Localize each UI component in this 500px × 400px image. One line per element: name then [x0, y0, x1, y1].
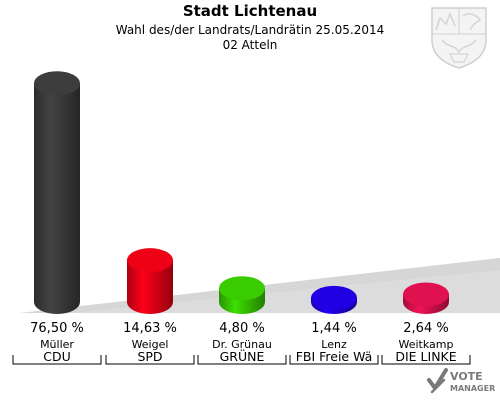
- bar-top: [219, 276, 265, 301]
- label-bracket: [105, 355, 195, 365]
- label-bracket: [12, 355, 102, 365]
- party-label: DIE LINKE: [395, 349, 456, 364]
- candidate-label: Lenz: [321, 338, 347, 351]
- party-label: FBI Freie Wä: [296, 349, 373, 364]
- bar-top: [127, 248, 173, 273]
- bar-body: [34, 83, 80, 315]
- bar-top: [311, 285, 357, 310]
- bar-body: [127, 260, 173, 314]
- party-label: GRÜNE: [220, 348, 265, 364]
- candidate-label: Weigel: [132, 338, 169, 351]
- bar-top: [34, 71, 80, 96]
- bar-4: [311, 285, 357, 314]
- bar-5: [403, 282, 449, 314]
- checkmark-icon: [427, 368, 448, 394]
- value-label: 76,50 %: [30, 321, 84, 336]
- party-label: SPD: [137, 349, 162, 364]
- party-label: CDU: [43, 349, 71, 364]
- bar-1: [34, 71, 80, 315]
- bar-2: [127, 248, 173, 314]
- value-label: 2,64 %: [403, 321, 448, 336]
- chart-subtitle: Wahl des/der Landrats/Landrätin 25.05.20…: [115, 23, 385, 37]
- chart-floor: [0, 258, 500, 313]
- page-title: Stadt Lichtenau: [182, 2, 318, 20]
- candidate-label: Dr. Grünau: [212, 338, 272, 351]
- value-label: 1,44 %: [311, 321, 356, 336]
- value-label: 14,63 %: [123, 321, 177, 336]
- label-bracket: [289, 355, 379, 365]
- nrw-coat-of-arms-icon: [431, 7, 487, 69]
- label-bracket: [381, 355, 471, 365]
- watermark-text-1: VOTE: [450, 370, 483, 383]
- label-bracket: [197, 355, 287, 365]
- votemanager-logo: VOTE MANAGER: [427, 368, 495, 394]
- bar-3: [219, 276, 265, 314]
- candidate-label: Müller: [40, 338, 74, 351]
- value-label: 4,80 %: [219, 321, 264, 336]
- bar-top: [403, 282, 449, 307]
- district-label: 02 Atteln: [222, 38, 278, 52]
- watermark-text-2: MANAGER: [450, 384, 495, 393]
- candidate-label: Weitkamp: [399, 338, 454, 351]
